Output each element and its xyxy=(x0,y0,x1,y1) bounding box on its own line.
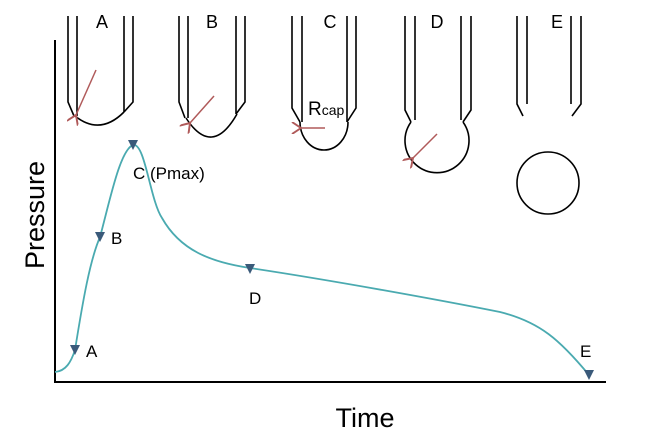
stage-label-d: D xyxy=(431,12,444,32)
point-label-a: A xyxy=(86,342,98,361)
capillary-stage-e xyxy=(516,16,582,215)
y-axis-label: Pressure xyxy=(20,161,50,269)
radius-arrow-a xyxy=(76,69,97,115)
marker-d xyxy=(245,264,255,274)
marker-b xyxy=(95,232,105,242)
rcap-label: Rcap xyxy=(308,99,345,120)
bubble-d xyxy=(404,121,470,174)
bubble-c xyxy=(299,121,349,151)
pressure-curve xyxy=(54,144,590,376)
capillary-stage-c xyxy=(291,16,357,151)
capillary-stage-b xyxy=(178,16,246,138)
point-label-c: C (Pmax) xyxy=(133,164,205,183)
stage-label-c: C xyxy=(324,12,337,32)
stage-label-b: B xyxy=(206,12,218,32)
marker-c xyxy=(128,140,138,150)
meniscus-a xyxy=(74,111,125,126)
stage-label-a: A xyxy=(96,12,108,32)
point-label-d: D xyxy=(249,289,261,308)
radius-arrow-b xyxy=(190,95,215,123)
capillary-stage-d xyxy=(404,16,472,174)
capillary-stage-a xyxy=(67,16,134,126)
point-label-b: B xyxy=(111,229,122,248)
marker-e xyxy=(584,370,594,380)
point-label-e: E xyxy=(580,342,591,361)
stage-label-e: E xyxy=(551,12,563,32)
marker-a xyxy=(70,345,80,355)
radius-arrow-d xyxy=(413,133,438,158)
x-axis-label: Time xyxy=(336,403,395,433)
detached-bubble-e xyxy=(516,151,580,215)
bubble-b xyxy=(185,113,238,138)
